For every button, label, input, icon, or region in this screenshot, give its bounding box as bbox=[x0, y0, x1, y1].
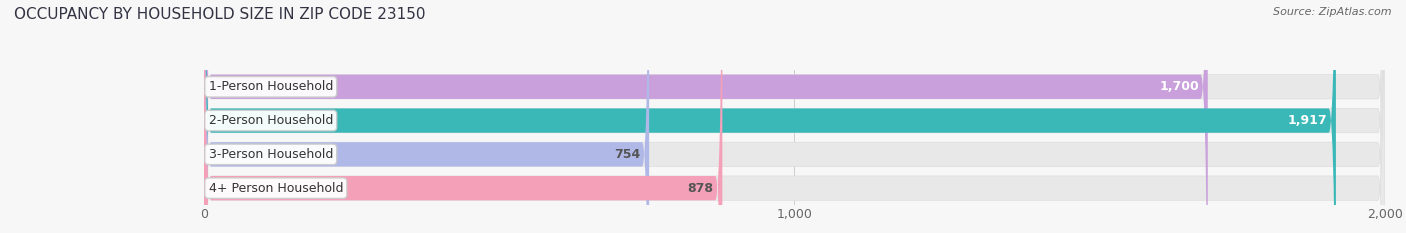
FancyBboxPatch shape bbox=[204, 0, 723, 233]
Text: 3-Person Household: 3-Person Household bbox=[208, 148, 333, 161]
FancyBboxPatch shape bbox=[204, 0, 1385, 233]
Text: 2-Person Household: 2-Person Household bbox=[208, 114, 333, 127]
Text: 754: 754 bbox=[614, 148, 640, 161]
FancyBboxPatch shape bbox=[204, 0, 1385, 233]
Text: OCCUPANCY BY HOUSEHOLD SIZE IN ZIP CODE 23150: OCCUPANCY BY HOUSEHOLD SIZE IN ZIP CODE … bbox=[14, 7, 426, 22]
Text: 1,700: 1,700 bbox=[1159, 80, 1199, 93]
FancyBboxPatch shape bbox=[204, 0, 1336, 233]
FancyBboxPatch shape bbox=[204, 0, 1385, 233]
Text: 1,917: 1,917 bbox=[1288, 114, 1327, 127]
FancyBboxPatch shape bbox=[204, 0, 1385, 233]
Text: 4+ Person Household: 4+ Person Household bbox=[208, 182, 343, 195]
Text: 1-Person Household: 1-Person Household bbox=[208, 80, 333, 93]
Text: 878: 878 bbox=[688, 182, 713, 195]
FancyBboxPatch shape bbox=[204, 0, 650, 233]
FancyBboxPatch shape bbox=[204, 0, 1208, 233]
Text: Source: ZipAtlas.com: Source: ZipAtlas.com bbox=[1274, 7, 1392, 17]
